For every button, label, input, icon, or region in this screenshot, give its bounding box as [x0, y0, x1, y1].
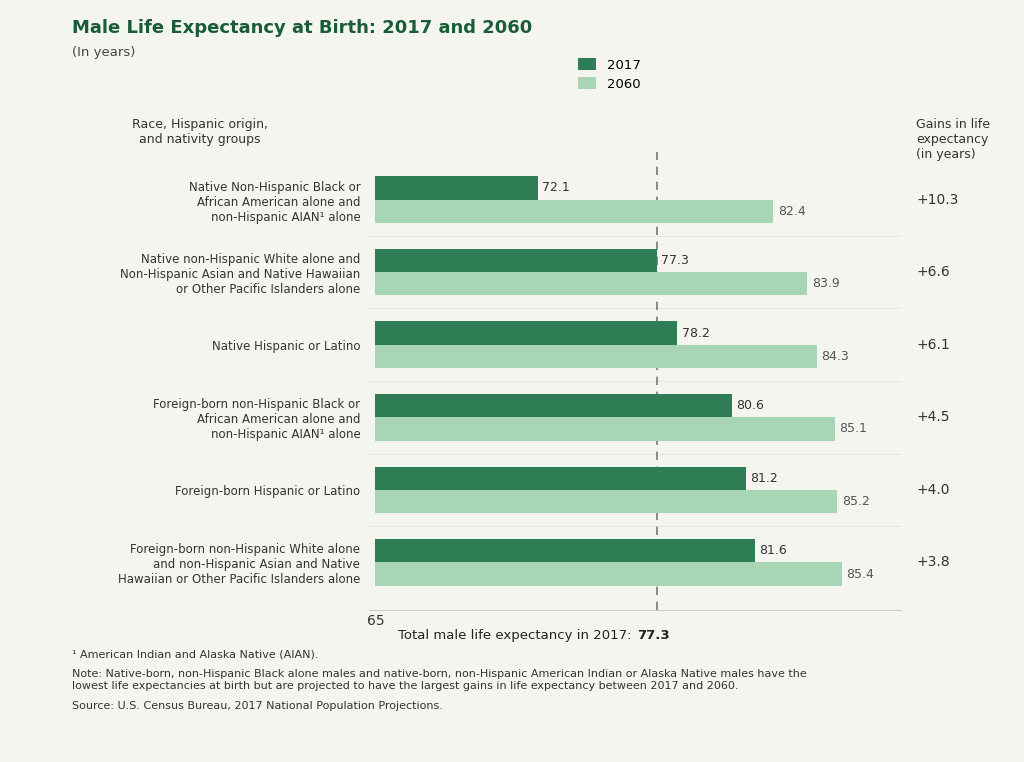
Bar — [376, 418, 835, 440]
Bar — [376, 200, 773, 223]
Bar — [376, 249, 656, 272]
Bar — [376, 344, 816, 368]
Text: +3.8: +3.8 — [916, 555, 950, 569]
Text: Source: U.S. Census Bureau, 2017 National Population Projections.: Source: U.S. Census Bureau, 2017 Nationa… — [72, 701, 442, 711]
Text: Male Life Expectancy at Birth: 2017 and 2060: Male Life Expectancy at Birth: 2017 and … — [72, 19, 531, 37]
Legend: 2017, 2060: 2017, 2060 — [578, 59, 640, 91]
Bar — [376, 322, 677, 344]
Text: (In years): (In years) — [72, 46, 135, 59]
Bar — [376, 272, 807, 296]
Bar — [376, 490, 838, 513]
Text: 85.1: 85.1 — [840, 422, 867, 435]
Text: +6.6: +6.6 — [916, 265, 950, 279]
Text: 77.3: 77.3 — [662, 254, 689, 267]
Text: 82.4: 82.4 — [777, 205, 806, 218]
Text: +6.1: +6.1 — [916, 338, 950, 352]
Text: 84.3: 84.3 — [821, 350, 849, 363]
Text: Total male life expectancy in 2017:: Total male life expectancy in 2017: — [398, 629, 636, 642]
Bar — [376, 562, 842, 586]
Text: Gains in life
expectancy
(in years): Gains in life expectancy (in years) — [916, 118, 990, 161]
Text: 77.3: 77.3 — [637, 629, 670, 642]
Text: 80.6: 80.6 — [736, 399, 765, 412]
Text: +4.0: +4.0 — [916, 483, 950, 497]
Text: 78.2: 78.2 — [682, 327, 710, 340]
Text: 81.6: 81.6 — [760, 544, 787, 557]
Text: +4.5: +4.5 — [916, 410, 950, 424]
Bar — [376, 539, 755, 562]
Bar — [376, 394, 732, 418]
Text: 85.2: 85.2 — [842, 495, 869, 508]
Text: 72.1: 72.1 — [543, 181, 570, 194]
Text: 81.2: 81.2 — [751, 472, 778, 485]
Text: 85.4: 85.4 — [846, 568, 874, 581]
Text: 83.9: 83.9 — [812, 277, 840, 290]
Bar — [376, 176, 538, 200]
Text: ¹ American Indian and Alaska Native (AIAN).: ¹ American Indian and Alaska Native (AIA… — [72, 649, 318, 659]
Text: +10.3: +10.3 — [916, 193, 958, 207]
Bar — [376, 466, 745, 490]
Text: Race, Hispanic origin,
and nativity groups: Race, Hispanic origin, and nativity grou… — [132, 118, 267, 146]
Text: Note: Native-born, non-Hispanic Black alone males and native-born, non-Hispanic : Note: Native-born, non-Hispanic Black al… — [72, 669, 807, 690]
